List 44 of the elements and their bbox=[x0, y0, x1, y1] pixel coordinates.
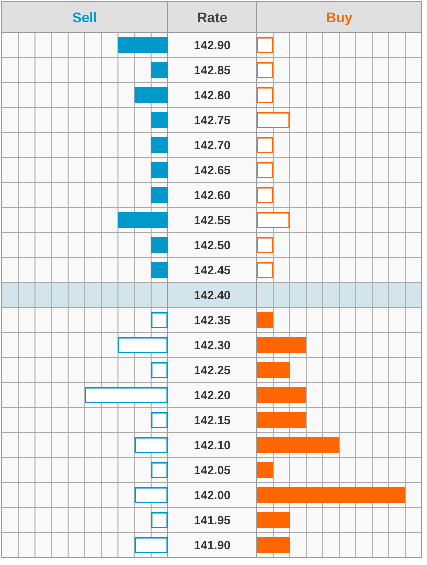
y-tick-label: 142.30 bbox=[194, 338, 232, 352]
y-tick-label: 141.95 bbox=[194, 514, 232, 528]
y-tick-label: 142.00 bbox=[194, 488, 232, 502]
bar bbox=[257, 512, 290, 528]
bar bbox=[257, 112, 290, 128]
y-tick-label: 142.20 bbox=[194, 388, 232, 402]
bar bbox=[257, 238, 274, 254]
y-tick-label: 142.45 bbox=[194, 264, 232, 278]
y-tick-label: 142.10 bbox=[194, 438, 232, 452]
bar bbox=[257, 362, 290, 378]
bar bbox=[257, 438, 340, 454]
y-tick-label: 142.35 bbox=[194, 314, 232, 328]
y-tick-label: 141.90 bbox=[194, 538, 232, 552]
y-tick-label: 142.90 bbox=[194, 38, 232, 52]
bar bbox=[257, 38, 274, 54]
y-tick-label: 142.85 bbox=[194, 64, 232, 78]
bar bbox=[257, 462, 274, 478]
y-tick-label: 142.40 bbox=[194, 288, 232, 302]
bar bbox=[257, 488, 406, 504]
text: Buy bbox=[326, 10, 353, 26]
bar bbox=[257, 162, 274, 178]
y-tick-label: 142.80 bbox=[194, 88, 232, 102]
series-label: Sell bbox=[72, 10, 98, 26]
y-tick-label: 142.65 bbox=[194, 164, 232, 178]
bar bbox=[257, 312, 274, 328]
bar bbox=[257, 138, 274, 154]
bar bbox=[257, 338, 306, 354]
bar bbox=[257, 262, 274, 278]
bar bbox=[257, 212, 290, 228]
y-tick-label: 142.75 bbox=[194, 114, 232, 128]
bar bbox=[257, 88, 274, 104]
y-tick-label: 142.15 bbox=[194, 414, 232, 428]
y-tick-label: 142.55 bbox=[194, 214, 232, 228]
bar bbox=[257, 62, 274, 78]
y-tick-label: 142.05 bbox=[194, 464, 232, 478]
y-tick-label: 142.25 bbox=[194, 364, 232, 378]
bar bbox=[257, 538, 290, 554]
bar bbox=[257, 188, 274, 204]
bar bbox=[257, 388, 306, 404]
y-tick-label: 142.70 bbox=[194, 138, 232, 152]
y-axis-title: Rate bbox=[197, 10, 228, 26]
bar bbox=[257, 412, 306, 428]
y-tick-label: 142.50 bbox=[194, 238, 232, 252]
y-tick-label: 142.60 bbox=[194, 188, 232, 202]
